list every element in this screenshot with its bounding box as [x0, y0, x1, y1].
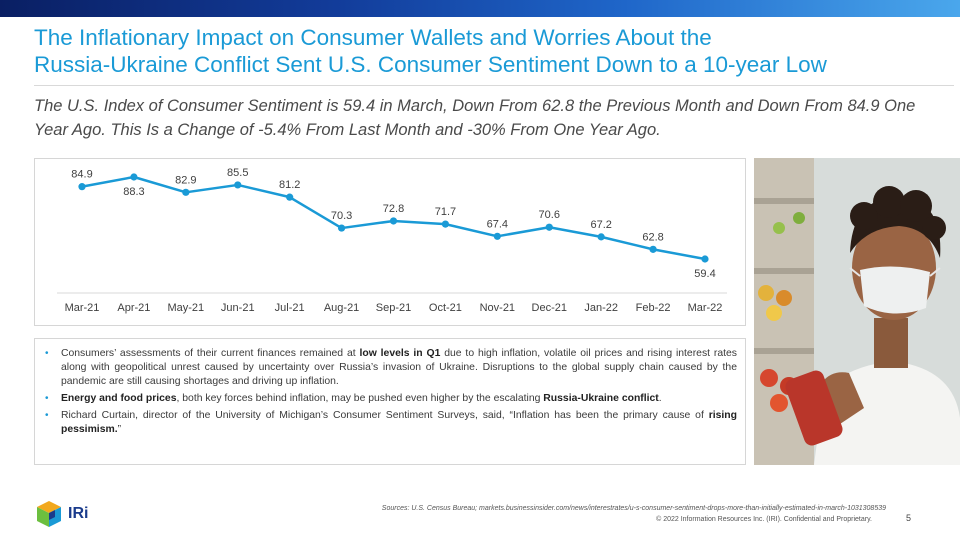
sources-note: Sources: U.S. Census Bureau; markets.bus…: [381, 505, 886, 512]
data-point: [286, 193, 294, 201]
x-tick-label: Feb-22: [636, 302, 671, 314]
bullet-item: • Energy and food prices, both key forces…: [45, 392, 737, 406]
data-label: 82.9: [175, 174, 196, 186]
x-tick-label: Oct-21: [429, 302, 462, 314]
x-tick-label: Mar-21: [65, 302, 100, 314]
data-label: 85.5: [227, 167, 248, 179]
slide-title: The Inflationary Impact on Consumer Wall…: [34, 24, 934, 78]
x-tick-label: Dec-21: [532, 302, 567, 314]
page-number: 5: [906, 513, 912, 523]
bullet-text: Richard Curtain, director of the Univers…: [61, 409, 737, 437]
bullet-item: • Richard Curtain, director of the Univer…: [45, 409, 737, 437]
data-point: [337, 224, 346, 232]
x-tick-label: Sep-21: [376, 302, 411, 314]
sentiment-chart: 84.9 Mar-21 88.3 Apr-21 82.9 May-21 85.5 Jun-21…: [34, 158, 746, 326]
bullet-dot-icon: •: [45, 348, 49, 359]
iri-cube-icon: [37, 501, 61, 527]
x-tick-label: Aug-21: [324, 302, 359, 314]
bullet-plain-text: ”: [117, 424, 122, 435]
bullet-dot-icon: •: [45, 393, 49, 404]
bullet-plain-text: Consumers’ assessments of their current …: [61, 348, 360, 359]
bullet-plain-text: due to high inflation, volatile oil pric…: [61, 348, 737, 387]
data-point: [130, 173, 138, 181]
x-tick-label: Jan-22: [584, 302, 618, 314]
data-label: 88.3: [123, 186, 144, 198]
x-tick-label: Mar-22: [688, 302, 723, 314]
data-label: 81.2: [279, 179, 300, 191]
data-point: [649, 245, 657, 253]
title-divider: [34, 85, 954, 86]
x-tick-label: May-21: [167, 302, 204, 314]
bullet-plain-text: .: [658, 393, 662, 404]
data-label: 70.6: [539, 209, 560, 221]
data-point: [389, 217, 398, 225]
data-point: [182, 188, 190, 196]
x-tick-label: Nov-21: [480, 302, 515, 314]
logo-text: IRi: [68, 505, 89, 522]
data-point: [493, 232, 501, 240]
bullet-text: Energy and food prices, both key forces …: [61, 392, 737, 406]
data-label: 67.2: [590, 219, 611, 231]
x-tick-label: Jun-21: [221, 302, 255, 314]
line-chart-svg: 84.9 Mar-21 88.3 Apr-21 82.9 May-21 85.5 Jun-21…: [57, 167, 727, 314]
shopper-wearing-mask-photo-icon: [754, 158, 960, 465]
bullet-bold-text: low levels in Q1: [359, 348, 441, 359]
bullet-bold-text: Russia-Ukraine conflict: [543, 393, 659, 404]
x-tick-label: Apr-21: [117, 302, 150, 314]
data-label: 72.8: [383, 203, 404, 215]
data-label: 70.3: [331, 210, 352, 222]
bullet-plain-text: Richard Curtain, director of the Univers…: [61, 410, 709, 421]
shopper-photo: [754, 158, 960, 465]
title-line-1: The Inflationary Impact on Consumer Wall…: [34, 25, 712, 50]
data-point: [78, 183, 86, 191]
data-label: 62.8: [642, 231, 663, 243]
bullet-text: Consumers’ assessments of their current …: [61, 347, 737, 389]
data-point: [441, 220, 450, 228]
title-line-2: Russia-Ukraine Conflict Sent U.S. Consum…: [34, 52, 827, 77]
bullet-list: • Consumers’ assessments of their current…: [34, 338, 746, 465]
data-point: [701, 255, 709, 263]
slide-subtitle: The U.S. Index of Consumer Sentiment is …: [34, 97, 916, 139]
top-gradient-bar: [0, 0, 960, 17]
data-label: 59.4: [694, 268, 715, 280]
copyright-note: © 2022 Information Resources Inc. (IRI).…: [656, 516, 872, 523]
bullet-bold-text: Energy and food prices: [61, 393, 177, 404]
data-label: 67.4: [487, 218, 508, 230]
bullet-bold-text: rising pessimism.: [61, 410, 737, 435]
data-point: [234, 181, 242, 189]
iri-logo: IRi: [36, 500, 88, 528]
x-tick-label: Jul-21: [275, 302, 305, 314]
data-label: 71.7: [435, 206, 456, 218]
data-label: 84.9: [71, 169, 92, 181]
bullet-plain-text: , both key forces behind inflation, may …: [176, 393, 544, 404]
data-point: [597, 233, 605, 241]
data-point: [545, 223, 553, 231]
bullet-item: • Consumers’ assessments of their current…: [45, 347, 737, 389]
bullet-dot-icon: •: [45, 410, 49, 421]
